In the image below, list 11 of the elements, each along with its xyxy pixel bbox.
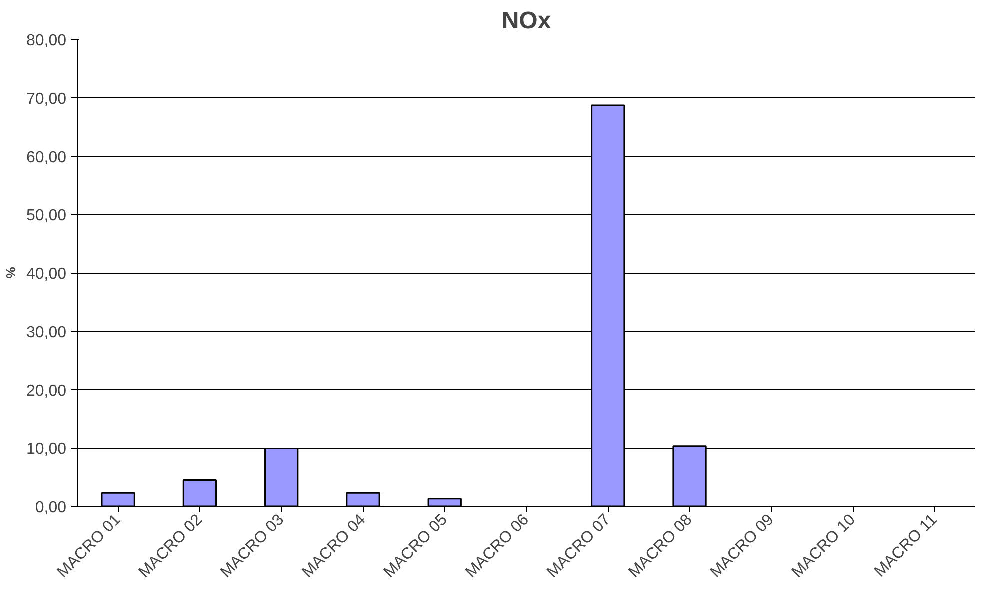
y-tick-label: 30,00	[26, 324, 67, 342]
y-tick-label: 80,00	[26, 32, 67, 50]
y-tick-label: 70,00	[26, 90, 67, 108]
y-tick-label: 50,00	[26, 208, 67, 225]
y-tick-label: 60,00	[26, 149, 67, 166]
chart-title: NOx	[502, 8, 552, 34]
y-tick-label: 0,00	[35, 500, 67, 516]
y-tick-label: 10,00	[26, 441, 67, 458]
y-tick-label: 20,00	[26, 382, 67, 400]
y-tick-label: 40,00	[26, 266, 67, 283]
y-axis-title: %	[3, 266, 18, 279]
